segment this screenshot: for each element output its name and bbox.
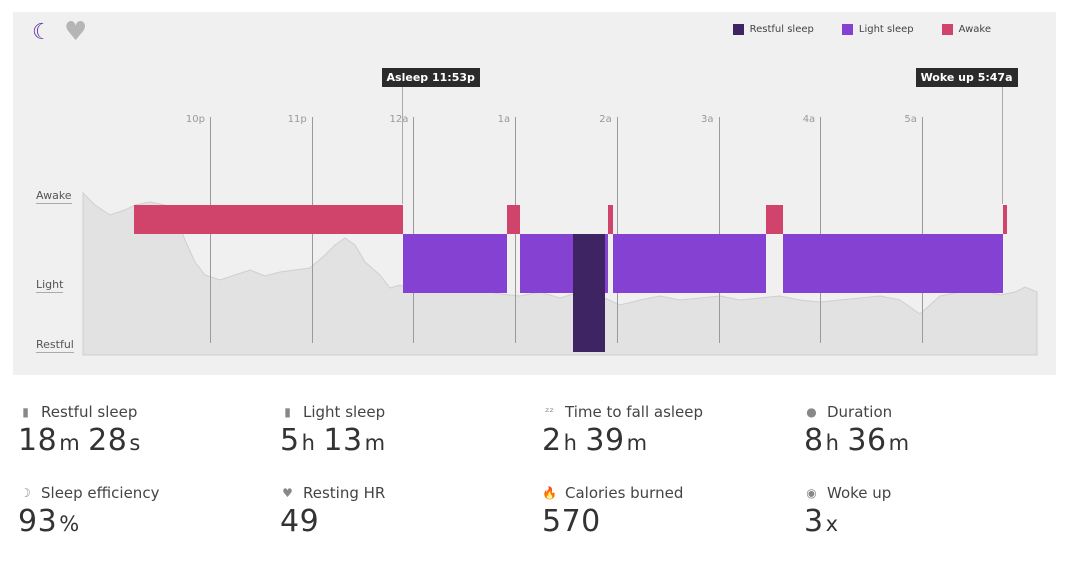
stat-value: 49: [280, 504, 520, 539]
segment-awake: [506, 205, 521, 234]
stat-sleep-efficiency: ☽ Sleep efficiency 93%: [18, 484, 258, 539]
tick-line: [921, 117, 923, 343]
tick-line: [718, 117, 720, 343]
moon-icon: ☽: [20, 486, 31, 500]
stat-label: Duration: [827, 403, 893, 421]
tick-label: 2a: [599, 114, 612, 125]
legend-label: Restful sleep: [749, 24, 814, 35]
segment-light: [403, 234, 507, 293]
tick-label: 11p: [287, 114, 307, 125]
tick-line: [616, 117, 618, 343]
stat-number: 5: [280, 423, 300, 458]
stat-unit: h: [825, 431, 840, 455]
tick-label: 1a: [497, 114, 511, 125]
segment-light: [782, 234, 1004, 293]
segment-restful: [572, 234, 605, 352]
segment-light: [520, 234, 573, 293]
tick-label: 4a: [802, 114, 816, 125]
stat-unit: s: [129, 431, 141, 455]
heart-icon[interactable]: ♥: [64, 17, 88, 47]
stat-label: Light sleep: [303, 403, 386, 421]
woke-up-marker: Woke up 5:47a: [915, 68, 1018, 87]
stat-label: Restful sleep: [41, 403, 138, 421]
stopwatch-icon: ●: [806, 405, 817, 419]
stat-time-to-fall-asleep: ᶻᶻ Time to fall asleep 2h 39m: [542, 403, 782, 458]
legend-swatch: [841, 24, 853, 35]
stat-number: 13: [323, 423, 363, 458]
zzz-icon: ᶻᶻ: [545, 405, 554, 419]
legend-swatch: [732, 24, 744, 35]
stat-value: 93%: [18, 504, 258, 539]
stat-label: Calories burned: [565, 484, 684, 502]
stat-number: 36: [847, 423, 887, 458]
asleep-marker: Asleep 11:53p: [381, 68, 480, 87]
legend-swatch: [941, 24, 953, 35]
stat-number: 18: [18, 423, 58, 458]
stat-unit: h: [563, 431, 578, 455]
stat-calories-burned: 🔥 Calories burned 570: [542, 484, 782, 539]
stat-number: 93: [18, 504, 58, 539]
stat-duration: ● Duration 8h 36m: [804, 403, 1044, 458]
stat-value: 5h 13m: [280, 423, 520, 458]
segment-awake: [765, 205, 783, 234]
stat-light-sleep: ▮ Light sleep 5h 13m: [280, 403, 520, 458]
segment-awake: [133, 205, 404, 234]
tick-label: 3a: [701, 114, 714, 125]
stat-unit: m: [364, 431, 386, 455]
stat-resting-hr: ♥ Resting HR 49: [280, 484, 520, 539]
stat-value: 570: [542, 504, 782, 539]
legend-label: Awake: [958, 24, 991, 35]
stat-label: Resting HR: [303, 484, 386, 502]
level-label-awake: Awake: [36, 189, 72, 204]
bar-chart-icon: ▮: [22, 405, 29, 419]
tick-label: 10p: [185, 114, 205, 125]
heart-icon: ♥: [282, 486, 293, 500]
bar-chart-icon: ▮: [284, 405, 291, 419]
moon-icon[interactable]: ☾: [32, 20, 52, 45]
stat-label: Sleep efficiency: [41, 484, 160, 502]
stat-label: Woke up: [827, 484, 892, 502]
tick-label: 5a: [904, 114, 917, 125]
eye-icon: ◉: [806, 486, 817, 500]
segment-awake: [608, 205, 614, 234]
segment-light: [613, 234, 766, 293]
tick-label: 12a: [389, 114, 409, 125]
level-label-light: Light: [36, 278, 64, 293]
stat-unit: %: [59, 512, 80, 536]
stat-value: 8h 36m: [804, 423, 1044, 458]
level-label-restful: Restful: [36, 338, 74, 353]
marker-line: [401, 87, 403, 204]
stat-value: 3x: [804, 504, 1044, 539]
legend-item: Awake: [941, 24, 991, 35]
legend-item: Restful sleep: [732, 24, 814, 35]
stat-number: 28: [88, 423, 128, 458]
stat-number: 3: [804, 504, 824, 539]
stat-number: 2: [542, 423, 562, 458]
segment-light: [604, 234, 609, 293]
stat-unit: m: [888, 431, 910, 455]
stat-number: 39: [585, 423, 625, 458]
stat-label: Time to fall asleep: [565, 403, 704, 421]
tick-line: [413, 117, 415, 343]
marker-line: [1001, 87, 1003, 204]
flame-icon: 🔥: [542, 486, 557, 500]
stat-unit: h: [301, 431, 316, 455]
stat-unit: x: [825, 512, 839, 536]
stat-woke-up: ◉ Woke up 3x: [804, 484, 1044, 539]
stat-unit: m: [59, 431, 81, 455]
stat-number: 570: [542, 504, 601, 539]
tick-line: [820, 117, 822, 343]
stat-number: 8: [804, 423, 824, 458]
stat-value: 2h 39m: [542, 423, 782, 458]
stat-unit: m: [626, 431, 648, 455]
stat-value: 18m 28s: [18, 423, 258, 458]
stat-number: 49: [280, 504, 320, 539]
legend: Restful sleep Light sleep Awake: [732, 24, 991, 35]
legend-label: Light sleep: [858, 24, 914, 35]
stat-restful-sleep: ▮ Restful sleep 18m 28s: [18, 403, 258, 458]
legend-item: Light sleep: [841, 24, 914, 35]
segment-awake: [1003, 205, 1007, 234]
